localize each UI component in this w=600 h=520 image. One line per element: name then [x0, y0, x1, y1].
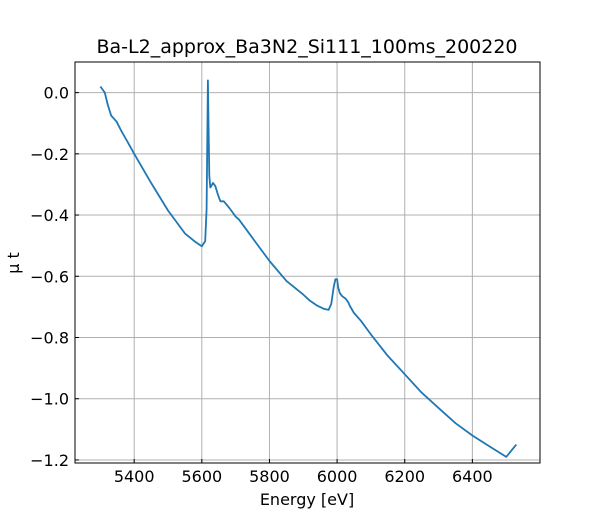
plot-line-group: [99, 79, 517, 458]
y-tick-label: −0.2: [30, 145, 69, 164]
chart-title: Ba-L2_approx_Ba3N2_Si111_100ms_200220: [96, 36, 517, 58]
grid: [75, 62, 540, 463]
axis-ticks: 5400 5600 5800 6000 6200 6400 0.0 −0.2 −0.4 −0.6 −…: [30, 84, 493, 486]
x-tick-label: 6000: [317, 467, 358, 486]
y-tick-label: 0.0: [44, 84, 69, 103]
x-tick-label: 5600: [181, 467, 222, 486]
y-tick-label: −0.8: [30, 328, 69, 347]
x-tick-label: 5400: [114, 467, 155, 486]
y-tick-label: −1.0: [30, 390, 69, 409]
x-axis-label: Energy [eV]: [260, 490, 354, 509]
y-tick-label: −1.2: [30, 451, 69, 470]
x-tick-label: 6400: [452, 467, 493, 486]
y-tick-label: −0.6: [30, 267, 69, 286]
y-axis-label: μ t: [4, 252, 23, 274]
data-series-line: [99, 79, 517, 458]
x-tick-label: 6200: [384, 467, 425, 486]
x-tick-label: 5800: [249, 467, 290, 486]
y-tick-label: −0.4: [30, 206, 69, 225]
plot-frame: [74, 61, 541, 464]
